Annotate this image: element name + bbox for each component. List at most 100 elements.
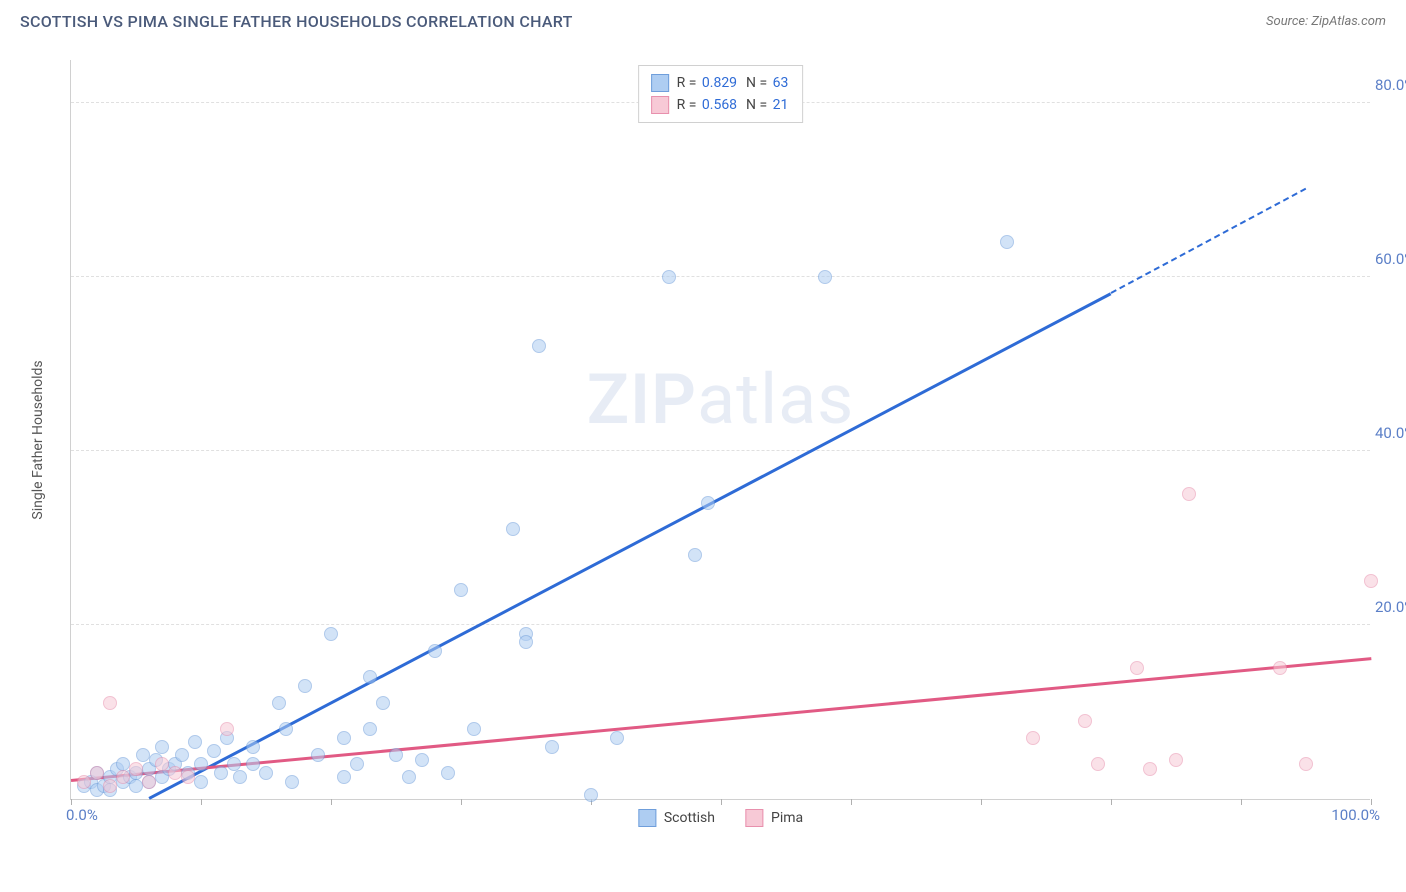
scatter-point (285, 775, 299, 789)
x-tick (851, 799, 852, 805)
legend-stats: R = 0.568 N = 21 (677, 97, 791, 113)
scatter-point (116, 757, 130, 771)
grid-line (71, 624, 1370, 625)
swatch-icon (638, 809, 656, 827)
scatter-point (454, 583, 468, 597)
x-tick (71, 799, 72, 805)
scatter-point (1000, 235, 1014, 249)
scatter-point (818, 270, 832, 284)
scatter-point (1026, 731, 1040, 745)
scatter-point (311, 748, 325, 762)
scatter-point (1299, 757, 1313, 771)
swatch-icon (651, 96, 669, 114)
x-tick (1241, 799, 1242, 805)
scatter-point (467, 722, 481, 736)
scatter-point (129, 762, 143, 776)
scatter-point (175, 748, 189, 762)
legend-stats: R = 0.829 N = 63 (677, 75, 791, 91)
scatter-point (194, 775, 208, 789)
y-tick-label: 40.0% (1375, 424, 1406, 442)
scatter-point (337, 731, 351, 745)
scatter-point (298, 679, 312, 693)
legend-label: Scottish (664, 810, 715, 826)
scatter-point (129, 779, 143, 793)
scatter-point (194, 757, 208, 771)
scatter-point (155, 740, 169, 754)
scatter-point (116, 770, 130, 784)
scatter-point (142, 775, 156, 789)
scatter-point (402, 770, 416, 784)
scatter-point (610, 731, 624, 745)
scatter-point (103, 779, 117, 793)
watermark: ZIPatlas (587, 359, 855, 441)
chart-container: Single Father Households ZIPatlas R = 0.… (50, 50, 1390, 830)
x-tick (201, 799, 202, 805)
x-axis-origin-label: 0.0% (66, 806, 98, 824)
scatter-point (103, 696, 117, 710)
scatter-point (415, 753, 429, 767)
legend-label: Pima (771, 810, 803, 826)
x-axis-end-label: 100.0% (1331, 806, 1380, 824)
scatter-point (584, 788, 598, 802)
scatter-point (506, 522, 520, 536)
scatter-point (1130, 661, 1144, 675)
scatter-point (272, 696, 286, 710)
scatter-point (168, 766, 182, 780)
scatter-point (1091, 757, 1105, 771)
chart-title: SCOTTISH VS PIMA SINGLE FATHER HOUSEHOLD… (20, 12, 573, 31)
trend-line (148, 292, 1111, 799)
scatter-point (214, 766, 228, 780)
scatter-point (350, 757, 364, 771)
x-tick (981, 799, 982, 805)
scatter-point (324, 627, 338, 641)
y-tick-label: 60.0% (1375, 250, 1406, 268)
legend-item-pima: Pima (745, 809, 803, 827)
scatter-point (1169, 753, 1183, 767)
scatter-point (1182, 487, 1196, 501)
x-tick (331, 799, 332, 805)
x-tick (1371, 799, 1372, 805)
scatter-point (188, 735, 202, 749)
scatter-point (136, 748, 150, 762)
scatter-point (389, 748, 403, 762)
scatter-point (532, 339, 546, 353)
grid-line (71, 276, 1370, 277)
x-tick (721, 799, 722, 805)
correlation-legend: R = 0.829 N = 63 R = 0.568 N = 21 (638, 65, 804, 123)
legend-row-scottish: R = 0.829 N = 63 (651, 72, 791, 94)
scatter-point (1364, 574, 1378, 588)
scatter-point (1273, 661, 1287, 675)
scatter-point (90, 766, 104, 780)
scatter-point (363, 670, 377, 684)
scatter-point (279, 722, 293, 736)
scatter-point (207, 744, 221, 758)
plot-area: ZIPatlas R = 0.829 N = 63 R = 0.568 N = … (70, 60, 1370, 800)
scatter-point (246, 740, 260, 754)
scatter-point (428, 644, 442, 658)
y-tick-label: 80.0% (1375, 76, 1406, 94)
source-attribution: Source: ZipAtlas.com (1266, 14, 1386, 29)
y-tick-label: 20.0% (1375, 598, 1406, 616)
scatter-point (246, 757, 260, 771)
scatter-point (545, 740, 559, 754)
legend-item-scottish: Scottish (638, 809, 715, 827)
scatter-point (688, 548, 702, 562)
scatter-point (662, 270, 676, 284)
scatter-point (363, 722, 377, 736)
legend-row-pima: R = 0.568 N = 21 (651, 94, 791, 116)
scatter-point (220, 722, 234, 736)
scatter-point (1078, 714, 1092, 728)
scatter-point (441, 766, 455, 780)
scatter-point (519, 635, 533, 649)
scatter-point (77, 775, 91, 789)
scatter-point (181, 770, 195, 784)
scatter-point (155, 757, 169, 771)
series-legend: Scottish Pima (638, 809, 803, 827)
trend-line (1111, 188, 1307, 294)
y-axis-title: Single Father Households (30, 360, 46, 519)
swatch-icon (651, 74, 669, 92)
scatter-point (1143, 762, 1157, 776)
scatter-point (227, 757, 241, 771)
scatter-point (376, 696, 390, 710)
x-tick (1111, 799, 1112, 805)
